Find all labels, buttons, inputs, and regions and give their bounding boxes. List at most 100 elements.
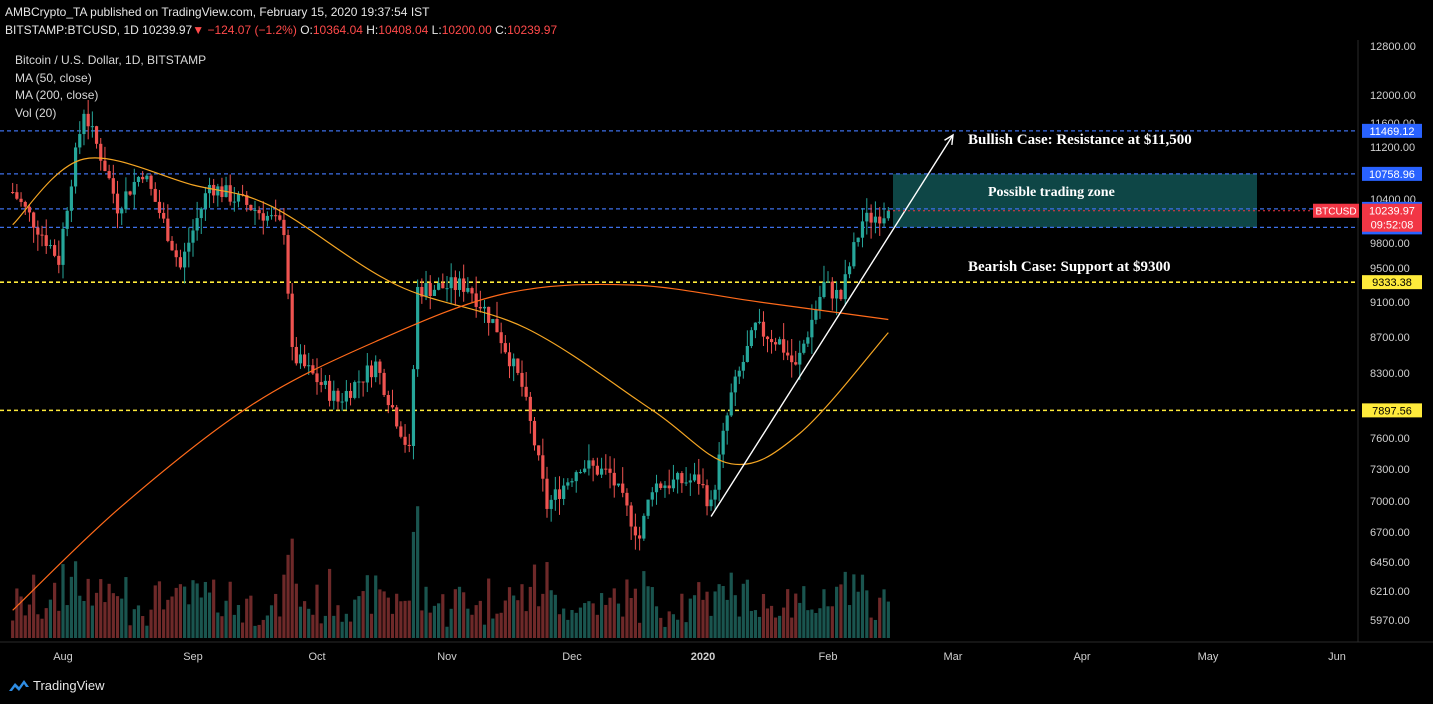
- candle-body[interactable]: [162, 212, 166, 219]
- candle[interactable]: [578, 469, 583, 474]
- candle[interactable]: [701, 468, 705, 489]
- candle-body[interactable]: [82, 113, 86, 135]
- candle-body[interactable]: [557, 489, 562, 499]
- candle-body[interactable]: [537, 445, 541, 456]
- candle-body[interactable]: [178, 257, 183, 268]
- candle[interactable]: [860, 208, 865, 248]
- candle-body[interactable]: [761, 321, 766, 337]
- tradingview-logo-icon[interactable]: [8, 678, 30, 694]
- candle[interactable]: [765, 335, 770, 353]
- candle[interactable]: [315, 358, 319, 395]
- candle-body[interactable]: [303, 354, 307, 367]
- candle[interactable]: [482, 300, 487, 324]
- candle[interactable]: [44, 219, 48, 254]
- candle[interactable]: [697, 458, 701, 495]
- candle[interactable]: [183, 242, 187, 284]
- candle-body[interactable]: [814, 309, 818, 320]
- candle-body[interactable]: [428, 283, 432, 296]
- candle-body[interactable]: [826, 281, 830, 283]
- candle-body[interactable]: [203, 193, 207, 209]
- candle[interactable]: [441, 273, 445, 289]
- candle-body[interactable]: [847, 266, 852, 275]
- candle[interactable]: [570, 478, 574, 487]
- candle[interactable]: [195, 201, 199, 241]
- candle[interactable]: [638, 526, 642, 551]
- candle[interactable]: [274, 199, 278, 222]
- candle[interactable]: [654, 474, 659, 505]
- candle[interactable]: [157, 189, 162, 219]
- candle-body[interactable]: [174, 250, 178, 258]
- candle[interactable]: [802, 339, 806, 355]
- candle[interactable]: [382, 368, 386, 397]
- candle-body[interactable]: [806, 337, 810, 344]
- candle-body[interactable]: [15, 192, 19, 199]
- candle-body[interactable]: [659, 483, 663, 488]
- candle-body[interactable]: [195, 218, 199, 231]
- publisher-name[interactable]: AMBCrypto_TA: [5, 5, 87, 19]
- candle[interactable]: [303, 344, 307, 369]
- candle-body[interactable]: [153, 188, 157, 202]
- candle-body[interactable]: [478, 306, 482, 309]
- candle[interactable]: [798, 340, 802, 380]
- candle-body[interactable]: [298, 354, 303, 364]
- candle[interactable]: [170, 236, 174, 251]
- candle-body[interactable]: [111, 178, 115, 194]
- candle[interactable]: [621, 467, 625, 498]
- candle-body[interactable]: [332, 390, 336, 401]
- candle[interactable]: [99, 137, 103, 171]
- candle[interactable]: [73, 142, 78, 194]
- candle[interactable]: [94, 125, 99, 149]
- candle[interactable]: [390, 389, 395, 409]
- candle[interactable]: [261, 201, 265, 235]
- candle[interactable]: [53, 239, 57, 258]
- candle[interactable]: [886, 207, 890, 221]
- candle-body[interactable]: [36, 227, 40, 235]
- candle[interactable]: [27, 204, 32, 222]
- candle[interactable]: [61, 222, 65, 279]
- candle[interactable]: [378, 359, 382, 385]
- candle-body[interactable]: [852, 242, 856, 267]
- candle-body[interactable]: [353, 382, 357, 398]
- candle-body[interactable]: [369, 365, 374, 378]
- candle[interactable]: [228, 174, 232, 206]
- candle-body[interactable]: [327, 380, 332, 401]
- candle-body[interactable]: [365, 365, 369, 383]
- candle-body[interactable]: [583, 468, 587, 473]
- candle-body[interactable]: [470, 288, 474, 294]
- candle[interactable]: [11, 182, 15, 195]
- candle[interactable]: [487, 306, 491, 336]
- candle[interactable]: [265, 211, 269, 227]
- candle[interactable]: [432, 284, 437, 296]
- candle-body[interactable]: [654, 483, 659, 493]
- candle-body[interactable]: [869, 212, 873, 223]
- candle[interactable]: [882, 202, 886, 228]
- candle-body[interactable]: [810, 319, 814, 338]
- candle-body[interactable]: [733, 376, 737, 393]
- candle[interactable]: [82, 109, 86, 146]
- candle[interactable]: [818, 285, 822, 319]
- candle-body[interactable]: [132, 181, 136, 195]
- candle-body[interactable]: [882, 218, 886, 224]
- candle-body[interactable]: [416, 286, 420, 370]
- candle-body[interactable]: [90, 126, 94, 128]
- candle[interactable]: [583, 460, 587, 474]
- candle[interactable]: [856, 237, 860, 247]
- candle-body[interactable]: [608, 468, 612, 473]
- candle[interactable]: [124, 177, 128, 214]
- candle-body[interactable]: [541, 455, 545, 479]
- candle-body[interactable]: [319, 382, 323, 385]
- candle-body[interactable]: [48, 245, 53, 247]
- candle[interactable]: [684, 467, 688, 486]
- candle[interactable]: [688, 473, 692, 496]
- candle[interactable]: [709, 490, 713, 511]
- candlesticks[interactable]: [11, 100, 890, 551]
- candle-body[interactable]: [286, 235, 290, 294]
- candle[interactable]: [145, 173, 149, 182]
- candle-body[interactable]: [236, 194, 241, 202]
- candle-body[interactable]: [23, 201, 27, 207]
- candle-body[interactable]: [183, 251, 187, 268]
- candle[interactable]: [725, 412, 729, 445]
- candle[interactable]: [599, 457, 604, 478]
- candle-body[interactable]: [798, 352, 802, 365]
- candle[interactable]: [327, 374, 332, 407]
